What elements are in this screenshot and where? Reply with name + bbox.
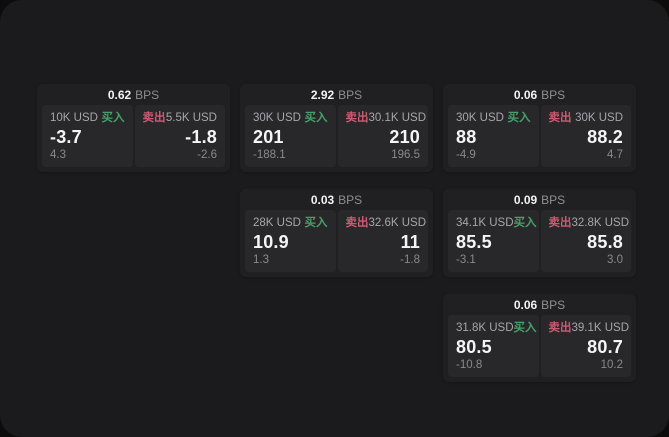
sell-delta: 196.5 — [391, 149, 420, 161]
buy-size-label: 34.1K USD — [456, 217, 514, 229]
spread-value: 2.92 — [310, 87, 335, 102]
spread-header: 0.09 BPS — [443, 189, 636, 210]
spread-header: 0.62 BPS — [37, 84, 230, 105]
sell-price: -1.8 — [185, 127, 217, 147]
sell-size-label: 5.5K USD — [165, 112, 217, 124]
buy-price: 88 — [456, 127, 477, 147]
spread-header: 0.06 BPS — [443, 294, 636, 315]
buy-delta: -10.8 — [456, 359, 483, 371]
buy-tile[interactable]: 34.1K USD 买入 85.5 -3.1 — [448, 210, 539, 272]
sell-tag: 卖出 — [548, 322, 572, 334]
buy-size-label: 28K USD — [253, 217, 301, 229]
spread-header: 0.03 BPS — [240, 189, 433, 210]
sell-tile[interactable]: 卖出 39.1K USD 80.7 10.2 — [540, 315, 631, 377]
sell-tag: 卖出 — [548, 112, 572, 124]
buy-price: 10.9 — [253, 232, 289, 252]
bps-unit-label: BPS — [541, 297, 566, 312]
bps-unit-label: BPS — [338, 87, 363, 102]
buy-tile[interactable]: 30K USD 买入 88 -4.9 — [448, 105, 539, 167]
buy-tag: 买入 — [101, 112, 125, 124]
spread-value: 0.06 — [513, 297, 538, 312]
buy-tile[interactable]: 30K USD 买入 201 -188.1 — [245, 105, 336, 167]
quote-card-body: 34.1K USD 买入 85.5 -3.1 卖出 32.8K USD 85.8… — [443, 210, 636, 277]
sell-tile[interactable]: 卖出 32.6K USD 11 -1.8 — [337, 210, 428, 272]
buy-price: -3.7 — [50, 127, 82, 147]
sell-tile[interactable]: 卖出 5.5K USD -1.8 -2.6 — [134, 105, 225, 167]
buy-tile[interactable]: 31.8K USD 买入 80.5 -10.8 — [448, 315, 539, 377]
spread-value: 0.06 — [513, 87, 538, 102]
quote-card-body: 30K USD 买入 88 -4.9 卖出 30K USD 88.2 4.7 — [443, 105, 636, 172]
quote-card-body: 31.8K USD 买入 80.5 -10.8 卖出 39.1K USD 80.… — [443, 315, 636, 382]
spread-header: 2.92 BPS — [240, 84, 433, 105]
bps-unit-label: BPS — [338, 192, 363, 207]
sell-size-label: 30K USD — [575, 112, 623, 124]
quote-card: 0.62 BPS 10K USD 买入 -3.7 4.3 卖出 5.5K USD — [37, 84, 230, 172]
buy-size-label: 31.8K USD — [456, 322, 514, 334]
sell-size-label: 32.8K USD — [571, 217, 630, 229]
quote-card: 0.06 BPS 31.8K USD 买入 80.5 -10.8 卖出 39.1… — [443, 294, 636, 382]
sell-price: 210 — [389, 127, 420, 147]
sell-delta: 3.0 — [607, 254, 623, 266]
buy-price: 85.5 — [456, 232, 492, 252]
sell-tile[interactable]: 卖出 30.1K USD 210 196.5 — [337, 105, 428, 167]
sell-tile[interactable]: 卖出 30K USD 88.2 4.7 — [540, 105, 631, 167]
sell-size-label: 39.1K USD — [571, 322, 630, 334]
sell-price: 11 — [400, 232, 420, 252]
buy-size-label: 30K USD — [253, 112, 301, 124]
buy-delta: -188.1 — [253, 149, 286, 161]
buy-price: 201 — [253, 127, 284, 147]
spread-value: 0.03 — [310, 192, 335, 207]
buy-tile[interactable]: 28K USD 买入 10.9 1.3 — [245, 210, 336, 272]
quote-card: 0.09 BPS 34.1K USD 买入 85.5 -3.1 卖出 32.8K… — [443, 189, 636, 277]
sell-price: 88.2 — [587, 127, 623, 147]
sell-price: 80.7 — [587, 337, 623, 357]
buy-delta: -4.9 — [456, 149, 476, 161]
quote-card-body: 30K USD 买入 201 -188.1 卖出 30.1K USD 210 1… — [240, 105, 433, 172]
quote-card-body: 28K USD 买入 10.9 1.3 卖出 32.6K USD 11 -1.8 — [240, 210, 433, 277]
quote-card: 2.92 BPS 30K USD 买入 201 -188.1 卖出 30.1K … — [240, 84, 433, 172]
buy-tag: 买入 — [513, 322, 537, 334]
buy-size-label: 10K USD — [50, 112, 98, 124]
spread-value: 0.62 — [107, 87, 132, 102]
buy-size-label: 30K USD — [456, 112, 504, 124]
sell-tag: 卖出 — [345, 217, 369, 229]
sell-delta: 10.2 — [600, 359, 623, 371]
sell-tag: 卖出 — [548, 217, 572, 229]
buy-tag: 买入 — [304, 217, 328, 229]
bps-unit-label: BPS — [541, 87, 566, 102]
sell-price: 85.8 — [587, 232, 623, 252]
sell-delta: 4.7 — [607, 149, 623, 161]
quote-card-body: 10K USD 买入 -3.7 4.3 卖出 5.5K USD -1.8 -2.… — [37, 105, 230, 172]
buy-delta: -3.1 — [456, 254, 476, 266]
sell-tag: 卖出 — [142, 112, 166, 124]
buy-delta: 4.3 — [50, 149, 66, 161]
sell-tile[interactable]: 卖出 32.8K USD 85.8 3.0 — [540, 210, 631, 272]
buy-delta: 1.3 — [253, 254, 269, 266]
buy-tag: 买入 — [507, 112, 531, 124]
buy-price: 80.5 — [456, 337, 492, 357]
spread-value: 0.09 — [513, 192, 538, 207]
quote-card: 0.06 BPS 30K USD 买入 88 -4.9 卖出 30K USD — [443, 84, 636, 172]
sell-size-label: 32.6K USD — [368, 217, 427, 229]
buy-tag: 买入 — [513, 217, 537, 229]
buy-tag: 买入 — [304, 112, 328, 124]
buy-tile[interactable]: 10K USD 买入 -3.7 4.3 — [42, 105, 133, 167]
bps-unit-label: BPS — [541, 192, 566, 207]
sell-size-label: 30.1K USD — [368, 112, 427, 124]
bps-unit-label: BPS — [135, 87, 160, 102]
quote-card-grid: 0.62 BPS 10K USD 买入 -3.7 4.3 卖出 5.5K USD — [37, 84, 636, 382]
sell-tag: 卖出 — [345, 112, 369, 124]
quote-card: 0.03 BPS 28K USD 买入 10.9 1.3 卖出 32.6K US… — [240, 189, 433, 277]
spread-header: 0.06 BPS — [443, 84, 636, 105]
sell-delta: -1.8 — [400, 254, 420, 266]
sell-delta: -2.6 — [197, 149, 217, 161]
